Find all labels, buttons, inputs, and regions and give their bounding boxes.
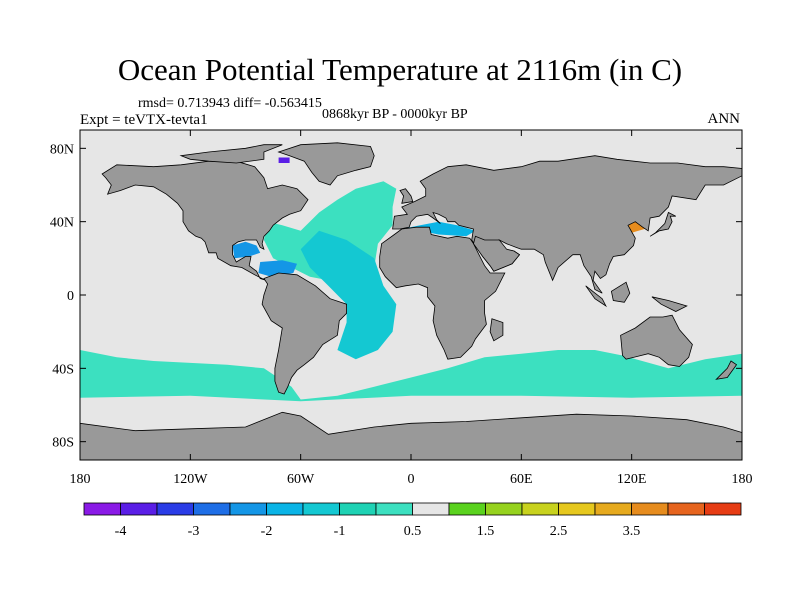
anomaly-region xyxy=(278,157,290,163)
colorbar-swatch xyxy=(266,502,304,516)
lat-tick-label: 80S xyxy=(52,436,74,451)
experiment-label: Expt = teVTX-tevta1 xyxy=(80,112,208,128)
lon-tick-label: 180 xyxy=(70,472,91,487)
colorbar-label: 1.5 xyxy=(477,524,495,539)
landmass-eurasia xyxy=(392,155,743,294)
colorbar-label: -2 xyxy=(261,524,273,539)
colorbar-swatch xyxy=(193,502,231,516)
anomaly-region xyxy=(232,241,261,259)
lat-tick-label: 40S xyxy=(52,362,74,377)
colorbar-label: 0.5 xyxy=(404,524,422,539)
landmass-north-america xyxy=(101,160,309,281)
colorbar-label: 2.5 xyxy=(550,524,568,539)
colorbar-swatch xyxy=(375,502,413,516)
colorbar-swatch xyxy=(412,502,450,516)
colorbar-label: 3.5 xyxy=(623,524,641,539)
lon-tick-label: 180 xyxy=(732,472,753,487)
landmass-uk xyxy=(399,188,414,204)
stats-label: rmsd= 0.713943 diff= -0.563415 xyxy=(138,96,322,111)
colorbar-swatch xyxy=(83,502,121,516)
landmass-madagascar xyxy=(489,318,504,342)
lon-tick-label: 120E xyxy=(617,472,647,487)
lon-tick-label: 60E xyxy=(510,472,533,487)
lon-tick-label: 60W xyxy=(287,472,315,487)
anomaly-region xyxy=(80,350,742,402)
season-label: ANN xyxy=(707,111,741,127)
anomaly-layer xyxy=(80,157,742,402)
lat-tick-label: 40N xyxy=(50,216,74,231)
lat-tick-label: 80N xyxy=(50,142,74,157)
map-plot-area xyxy=(79,129,743,461)
lon-tick-label: 0 xyxy=(408,472,415,487)
colorbar-swatch xyxy=(229,502,267,516)
lat-tick-label: 0 xyxy=(67,289,74,304)
colorbar-swatch xyxy=(448,502,486,516)
colorbar-swatch xyxy=(302,502,340,516)
colorbar-swatch xyxy=(156,502,194,516)
landmass-new-guinea xyxy=(651,296,688,312)
colorbar-swatch xyxy=(667,502,705,516)
map-axes: 180 120W 60W 0 60E 120E 180 80N 40N 0 40S 80S xyxy=(50,130,753,487)
landmass-borneo xyxy=(610,281,631,303)
colorbar-label: -3 xyxy=(188,524,200,539)
colorbar: -4 -3 -2 -1 0.5 1.5 2.5 3.5 xyxy=(83,502,742,539)
colorbar-swatch xyxy=(120,502,158,516)
colorbar-swatch xyxy=(339,502,377,516)
colorbar-swatch xyxy=(704,502,742,516)
colorbar-label: -4 xyxy=(115,524,127,539)
lon-tick-label: 120W xyxy=(173,472,208,487)
land-layer xyxy=(79,142,743,461)
colorbar-swatch xyxy=(594,502,632,516)
landmass-new-zealand xyxy=(715,360,738,380)
colorbar-swatch xyxy=(485,502,523,516)
plot-title: Ocean Potential Temperature at 2116m (in… xyxy=(117,52,683,87)
colorbar-swatch xyxy=(521,502,559,516)
colorbar-swatch xyxy=(631,502,669,516)
landmass-sumatra xyxy=(585,285,607,308)
landmass-greenland xyxy=(277,142,375,186)
colorbar-label: -1 xyxy=(334,524,346,539)
landmass-africa xyxy=(379,226,506,360)
period-label: 0868kyr BP - 0000kyr BP xyxy=(322,107,468,122)
landmass-arctic-islands xyxy=(179,144,283,164)
anomaly-region xyxy=(300,230,397,360)
landmass-australia xyxy=(620,314,693,367)
landmass-south-america xyxy=(261,272,348,395)
landmass-arabia xyxy=(473,235,521,272)
anomaly-region xyxy=(401,221,476,237)
colorbar-swatch xyxy=(558,502,596,516)
anomaly-region xyxy=(258,260,297,277)
landmass-japan xyxy=(649,211,676,237)
